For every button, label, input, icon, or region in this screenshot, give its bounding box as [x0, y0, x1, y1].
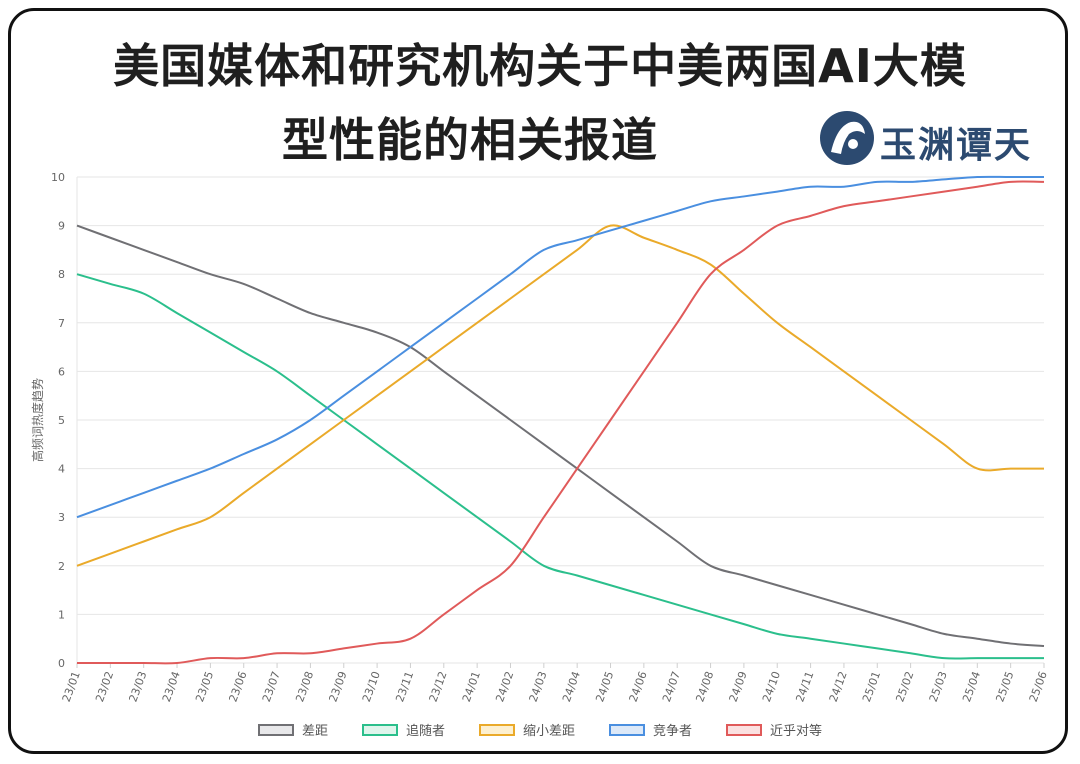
x-tick-label: 25/06	[1027, 670, 1050, 704]
logo-icon	[820, 111, 874, 165]
x-tick-label: 24/04	[560, 670, 583, 704]
y-tick-label: 3	[58, 511, 65, 524]
y-tick-label: 10	[51, 171, 65, 184]
logo-text: 玉渊谭天	[880, 124, 1033, 166]
x-tick-label: 23/10	[360, 670, 383, 704]
legend-swatch	[257, 723, 294, 736]
x-tick-label: 23/05	[193, 670, 216, 704]
x-tick-label: 23/03	[126, 670, 149, 704]
y-axis-ticks: 0 1 2 3 4 5 6 7 8 9 10	[51, 171, 65, 670]
card-frame	[8, 8, 1068, 754]
series-line-2	[76, 224, 1044, 567]
chart-grid	[76, 176, 1045, 668]
legend-label: 差距	[301, 724, 328, 739]
y-tick-label: 6	[58, 365, 65, 378]
x-tick-label: 24/12	[827, 670, 850, 704]
series-lines	[76, 175, 1045, 665]
y-tick-label: 7	[58, 317, 65, 330]
x-tick-label: 24/10	[760, 670, 783, 704]
y-tick-label: 4	[58, 463, 65, 476]
x-tick-label: 25/05	[993, 670, 1016, 704]
x-tick-label: 23/06	[226, 670, 249, 704]
legend-item-4[interactable]: 近乎对等	[726, 720, 822, 739]
x-tick-label: 23/07	[260, 670, 283, 704]
x-tick-label: 24/09	[727, 670, 750, 704]
legend-label: 近乎对等	[770, 724, 823, 739]
series-line-1	[76, 273, 1044, 660]
legend-label: 追随者	[405, 724, 445, 739]
x-tick-label: 24/05	[593, 670, 616, 704]
x-tick-label: 25/01	[860, 670, 883, 704]
x-tick-label: 23/04	[160, 670, 183, 704]
series-line-0	[76, 224, 1045, 647]
series-line-3	[76, 175, 1044, 519]
x-tick-label: 25/02	[893, 670, 916, 704]
y-tick-label: 5	[58, 414, 65, 427]
legend-swatch	[361, 723, 398, 736]
x-tick-label: 24/07	[660, 670, 683, 704]
x-tick-label: 23/02	[93, 670, 116, 704]
x-tick-label: 24/08	[693, 670, 716, 704]
y-tick-label: 0	[58, 657, 65, 670]
legend-label: 缩小差距	[522, 724, 575, 739]
y-tick-label: 2	[58, 560, 65, 573]
y-tick-label: 9	[58, 220, 65, 233]
x-tick-label: 24/11	[793, 670, 816, 704]
chart-legend: 差距 追随者 缩小差距 竞争者 近乎对等	[0, 720, 1080, 739]
chart-title-line-2: 型性能的相关报道	[282, 113, 658, 167]
y-tick-label: 8	[58, 268, 65, 281]
x-tick-label: 25/03	[927, 670, 950, 704]
chart-title-line-1: 美国媒体和研究机构关于中美两国AI大模	[113, 39, 967, 93]
x-tick-label: 23/09	[327, 670, 350, 704]
x-tick-label: 23/01	[60, 670, 83, 704]
y-tick-label: 1	[58, 608, 65, 621]
x-tick-label: 24/03	[527, 670, 550, 704]
legend-label: 竞争者	[653, 724, 693, 739]
x-tick-label: 25/04	[960, 670, 983, 704]
x-tick-label: 24/02	[493, 670, 516, 704]
x-tick-label: 23/12	[427, 670, 450, 704]
x-axis-ticks: 23/01 23/02 23/03 23/04 23/05 23/06 23/07 23/08…	[60, 670, 1050, 704]
legend-item-2[interactable]: 缩小差距	[478, 720, 575, 739]
series-line-4	[77, 180, 1045, 665]
legend-item-3[interactable]: 竞争者	[609, 720, 692, 739]
x-tick-label: 23/08	[293, 670, 316, 704]
x-tick-label: 24/01	[460, 670, 483, 704]
legend-item-0[interactable]: 差距	[257, 720, 328, 739]
legend-swatch	[478, 723, 515, 736]
x-tick-label: 24/06	[627, 670, 650, 704]
legend-swatch	[609, 723, 645, 736]
legend-swatch	[726, 723, 763, 736]
y-axis-label: 高频词热度趋势	[30, 378, 45, 462]
x-tick-label: 23/11	[393, 670, 416, 704]
legend-item-1[interactable]: 追随者	[361, 720, 445, 739]
